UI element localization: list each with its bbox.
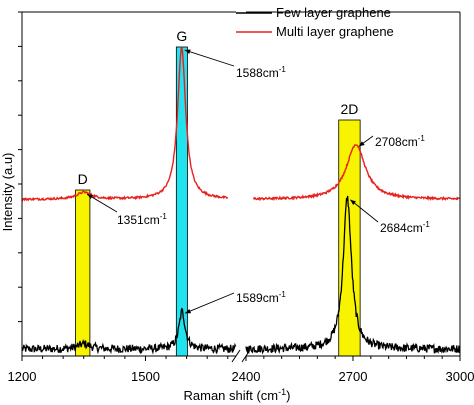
annotation-arrow [184,292,235,314]
legend-label-multi: Multi layer graphene [276,24,394,39]
legend: Few layer graphene Multi layer graphene [236,5,394,39]
band-labels: D G 2D [78,28,359,187]
legend-label-few: Few layer graphene [276,5,391,20]
x-tick-label-1200: 1200 [8,369,37,384]
annotation-arrow [86,193,118,213]
axes: 1200 1500 2400 2700 3000 [8,11,474,384]
x-tick-label-2700: 2700 [339,369,368,384]
series-multi-segment-1 [21,46,229,202]
band-label-d: D [78,171,88,187]
annotation-arrowhead [350,199,357,206]
annotation-arrow [184,49,235,67]
x-axis-label: Raman shift (cm-1) [184,387,291,403]
band-label-2d: 2D [340,101,358,117]
annotation-arrowhead [358,141,365,147]
annotation-1589cm-4: 1589cm-1 [236,290,286,305]
annotation-2684cm-3: 2684cm-1 [380,220,430,235]
y-axis-label: Intensity (a.u) [0,153,15,232]
band-d [75,189,91,357]
annotation-arrowhead [87,194,94,200]
series-multi-segment-2 [252,144,460,202]
annotation-1588cm-1: 1588cm-1 [236,65,286,80]
highlight-bands [75,46,361,357]
spectra [21,46,461,355]
annotation-arrow [350,199,379,223]
series-few-segment-2 [245,195,461,355]
annotation-1351cm-0: 1351cm-1 [117,212,167,227]
axis-break-mark [231,349,241,363]
annotation-2708cm-2: 2708cm-1 [375,134,425,149]
x-tick-label-1500: 1500 [131,369,160,384]
series-few-segment-1 [21,307,237,355]
x-tick-label-3000: 3000 [446,369,474,384]
x-tick-label-2400: 2400 [232,369,261,384]
band-label-g: G [176,28,187,44]
annotation-arrowhead [185,308,192,314]
annotation-arrowhead [184,49,191,54]
peak-annotations: 1351cm-1 1588cm-1 2708cm-1 2684cm-1 1589cm-1 [86,49,430,314]
